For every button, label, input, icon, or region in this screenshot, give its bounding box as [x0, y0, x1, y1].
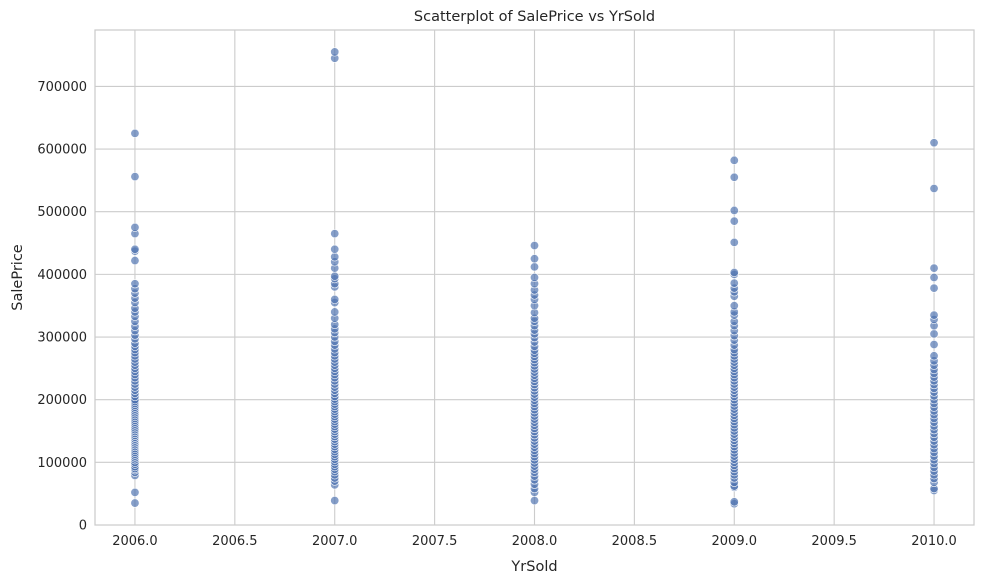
data-point: [529, 241, 539, 251]
data-point: [529, 254, 539, 264]
data-point: [929, 138, 939, 148]
data-point: [929, 272, 939, 282]
x-tick-label: 2009.0: [712, 534, 758, 549]
data-point: [330, 229, 340, 239]
data-point: [130, 279, 140, 289]
data-point: [729, 172, 739, 182]
x-tick-label: 2008.5: [612, 534, 658, 549]
data-point: [929, 340, 939, 350]
x-tick-label: 2006.5: [212, 534, 258, 549]
chart-title: Scatterplot of SalePrice vs YrSold: [414, 9, 655, 25]
y-tick-label: 700000: [37, 80, 87, 95]
y-tick-label: 100000: [37, 456, 87, 471]
data-point: [529, 272, 539, 282]
data-point: [929, 184, 939, 194]
data-point: [130, 256, 140, 266]
data-point: [130, 128, 140, 138]
x-tick-label: 2006.0: [112, 534, 158, 549]
data-point: [130, 244, 140, 254]
data-point: [529, 262, 539, 272]
data-point: [130, 222, 140, 232]
data-point: [729, 301, 739, 311]
data-point: [729, 237, 739, 247]
x-tick-label: 2008.0: [512, 534, 558, 549]
data-point: [330, 294, 340, 304]
data-point: [330, 252, 340, 262]
data-point: [929, 283, 939, 293]
data-point: [929, 351, 939, 361]
data-point: [529, 496, 539, 506]
data-point: [330, 271, 340, 281]
data-point: [330, 307, 340, 317]
data-point: [929, 329, 939, 339]
data-point: [330, 496, 340, 506]
data-point: [729, 497, 739, 507]
data-point: [130, 487, 140, 497]
x-tick-label: 2007.5: [412, 534, 458, 549]
data-point: [130, 172, 140, 182]
y-axis-label: SalePrice: [10, 244, 26, 310]
data-point: [929, 263, 939, 273]
data-points: [130, 47, 939, 509]
y-tick-label: 500000: [37, 205, 87, 220]
data-point: [330, 244, 340, 254]
data-point: [729, 267, 739, 277]
x-tick-label: 2010.0: [911, 534, 957, 549]
x-axis-label: YrSold: [510, 559, 557, 575]
data-point: [929, 310, 939, 320]
y-tick-label: 200000: [37, 393, 87, 408]
y-tick-label: 400000: [37, 268, 87, 283]
data-point: [729, 205, 739, 215]
x-tick-label: 2009.5: [811, 534, 857, 549]
y-tick-label: 300000: [37, 331, 87, 346]
x-tick-label: 2007.0: [312, 534, 358, 549]
data-point: [729, 216, 739, 226]
data-point: [130, 498, 140, 508]
y-tick-label: 0: [79, 519, 87, 534]
data-point: [729, 155, 739, 165]
x-axis-ticks: 2006.0 2006.5 2007.0 2007.5 2008.0 2008.5 2009…: [112, 534, 957, 549]
y-tick-label: 600000: [37, 143, 87, 158]
data-point: [729, 278, 739, 288]
y-axis-ticks: 0 100000 200000 300000 400000 500000 600000 700…: [37, 80, 87, 534]
data-point: [330, 47, 340, 57]
